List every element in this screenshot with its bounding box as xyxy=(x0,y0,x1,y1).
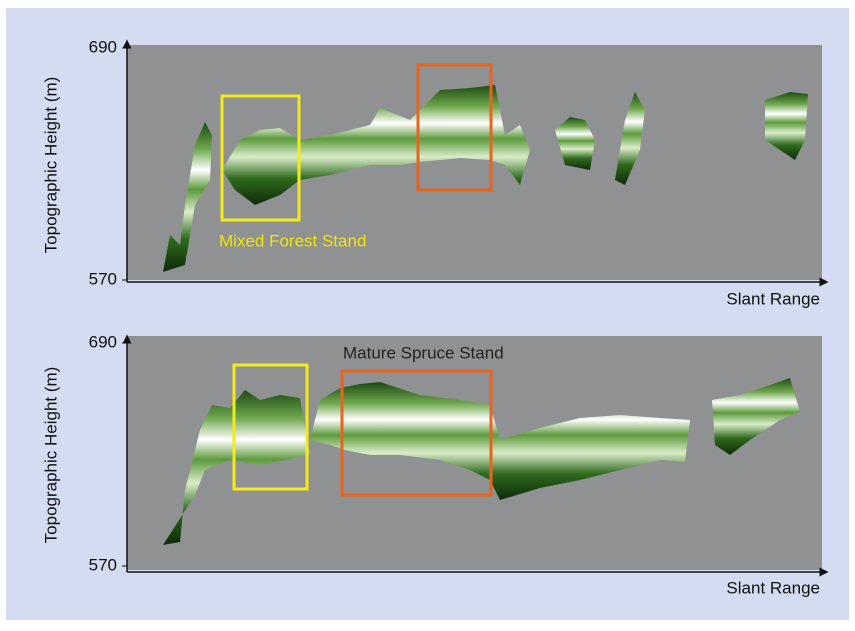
vegetation-layer xyxy=(615,92,645,185)
annotation: Mature Spruce Stand xyxy=(343,343,504,362)
y-axis-label: Topographic Height (m) xyxy=(41,77,60,254)
y-axis-label: Topographic Height (m) xyxy=(41,367,60,544)
highlight-box xyxy=(220,94,301,222)
x-axis-label: Slant Range xyxy=(726,578,820,597)
y-tick-label: 690 xyxy=(89,37,117,56)
y-tick-label: 570 xyxy=(89,555,117,574)
highlight-box xyxy=(232,363,309,491)
vegetation-layer xyxy=(712,378,800,455)
y-tick-label: 690 xyxy=(89,332,117,351)
vegetation-layer xyxy=(765,92,808,160)
vegetation-layer xyxy=(163,390,310,545)
vegetation-layer xyxy=(163,122,212,272)
highlight-box xyxy=(340,369,493,497)
y-tick-label: 570 xyxy=(89,269,117,288)
vegetation-layer xyxy=(555,117,595,170)
highlight-box xyxy=(416,63,493,192)
annotation: Mixed Forest Stand xyxy=(219,231,366,250)
vegetation-layer xyxy=(310,382,690,500)
x-axis-label: Slant Range xyxy=(726,289,820,308)
